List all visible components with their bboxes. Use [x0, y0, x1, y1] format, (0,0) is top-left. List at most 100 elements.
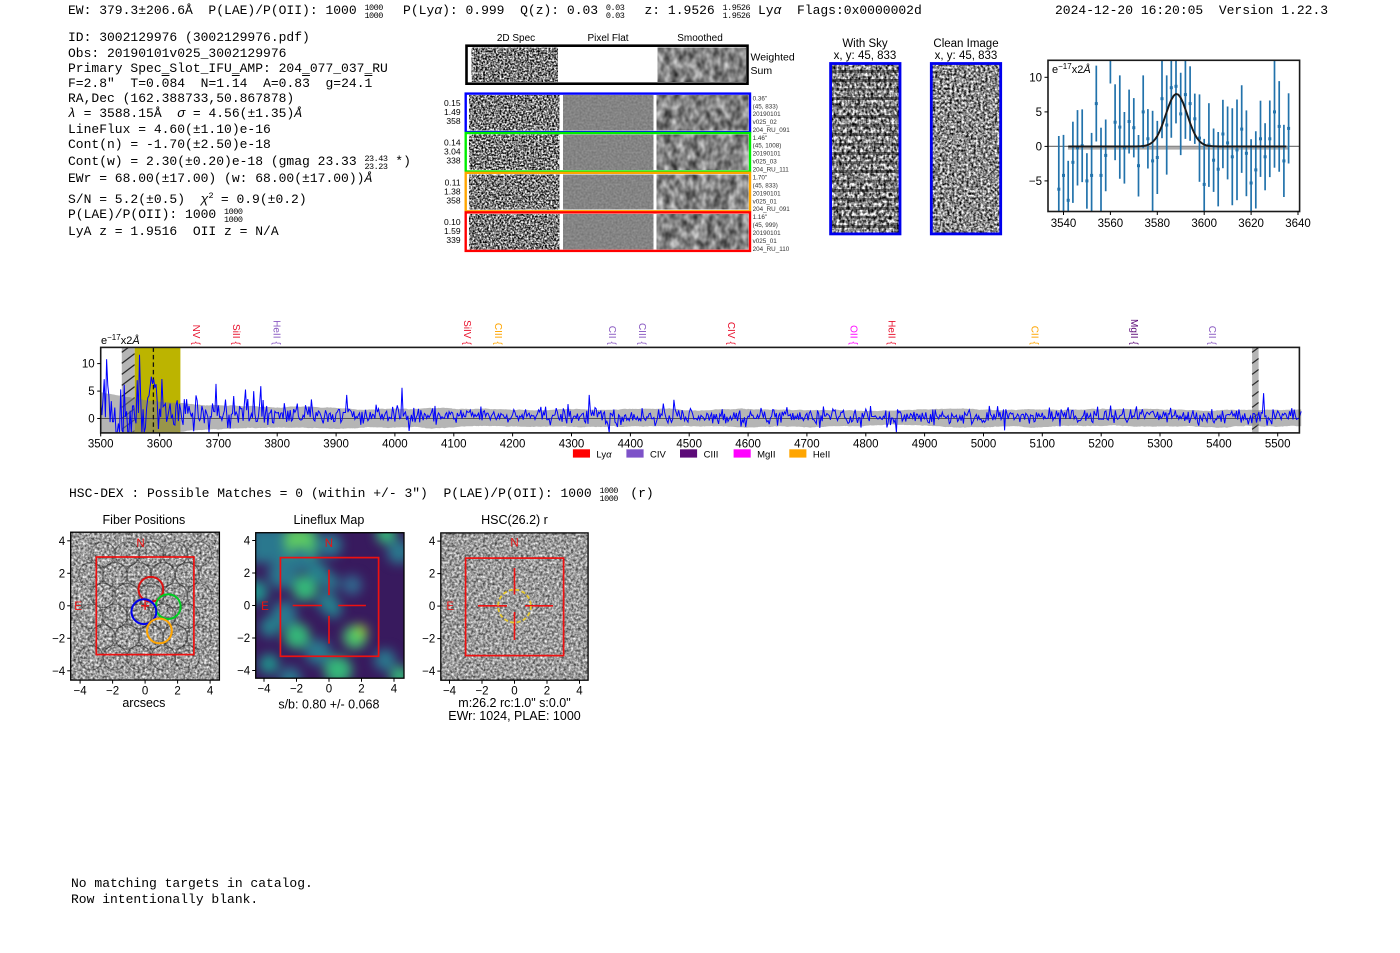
svg-text:3600: 3600 [1191, 218, 1217, 230]
svg-text:CII: CII [1206, 326, 1217, 339]
svg-text:(45, 833): (45, 833) [753, 183, 778, 190]
svg-text:1.49: 1.49 [444, 107, 461, 117]
svg-text:{: { [606, 342, 617, 346]
svg-text:{: { [271, 342, 282, 346]
svg-text:E: E [74, 601, 82, 613]
svg-text:s/b: 0.80 +/- 0.068: s/b: 0.80 +/- 0.068 [278, 698, 379, 712]
svg-text:2: 2 [544, 686, 550, 698]
svg-text:1.59: 1.59 [444, 226, 461, 236]
svg-text:339: 339 [446, 235, 460, 245]
svg-text:CII: CII [606, 326, 617, 339]
svg-text:{: { [1206, 342, 1217, 346]
svg-text:4: 4 [207, 686, 214, 698]
svg-text:EWr: 1024, PLAE: 1000: EWr: 1024, PLAE: 1000 [448, 709, 581, 723]
svg-text:CIV: CIV [650, 450, 667, 461]
svg-text:20190101: 20190101 [753, 190, 782, 197]
svg-text:2: 2 [244, 568, 250, 580]
svg-text:CIV: CIV [725, 322, 736, 339]
svg-text:4: 4 [244, 536, 251, 548]
svg-text:4000: 4000 [382, 438, 408, 450]
svg-text:CII: CII [1029, 326, 1040, 339]
svg-text:2: 2 [174, 686, 180, 698]
svg-text:4100: 4100 [441, 438, 467, 450]
svg-text:−5: −5 [1029, 176, 1042, 188]
svg-text:Lyα: Lyα [596, 450, 612, 461]
svg-text:4300: 4300 [559, 438, 585, 450]
svg-text:204_RU_111: 204_RU_111 [753, 166, 790, 173]
svg-text:−4: −4 [237, 666, 251, 678]
svg-text:0: 0 [59, 601, 65, 613]
svg-text:2: 2 [429, 569, 435, 581]
svg-text:−2: −2 [290, 684, 303, 696]
svg-text:−2: −2 [52, 633, 65, 645]
svg-text:3640: 3640 [1285, 218, 1311, 230]
svg-text:−4: −4 [257, 684, 271, 696]
svg-text:{: { [725, 342, 736, 346]
svg-text:358: 358 [446, 116, 460, 126]
svg-text:1.38: 1.38 [444, 186, 461, 196]
svg-text:Lineflux Map: Lineflux Map [293, 513, 364, 527]
svg-text:Fiber Positions: Fiber Positions [103, 513, 186, 527]
svg-text:v025_02: v025_02 [753, 119, 778, 126]
svg-text:−2: −2 [106, 686, 119, 698]
svg-text:3700: 3700 [206, 438, 232, 450]
svg-text:4: 4 [576, 686, 583, 698]
svg-text:0.36": 0.36" [753, 95, 768, 102]
svg-text:20190101: 20190101 [753, 111, 782, 118]
svg-text:v025_01: v025_01 [753, 238, 778, 245]
svg-text:(45, 833): (45, 833) [753, 103, 778, 110]
svg-text:{: { [1029, 342, 1040, 346]
svg-text:e−17x2Å: e−17x2Å [101, 333, 140, 347]
svg-text:4: 4 [391, 684, 398, 696]
svg-text:e−17x2Å: e−17x2Å [1052, 62, 1091, 76]
svg-text:SiIV: SiIV [461, 320, 472, 339]
svg-text:2D Spec: 2D Spec [497, 33, 535, 44]
svg-text:Weighted: Weighted [751, 52, 795, 64]
svg-text:0: 0 [326, 684, 332, 696]
svg-text:−4: −4 [422, 666, 436, 678]
svg-text:4900: 4900 [912, 438, 938, 450]
svg-text:{: { [1128, 342, 1139, 346]
svg-text:204_RU_110: 204_RU_110 [753, 246, 790, 253]
svg-text:SiII: SiII [230, 324, 241, 338]
svg-text:5300: 5300 [1147, 438, 1173, 450]
svg-text:E: E [446, 601, 454, 613]
svg-text:{: { [847, 342, 858, 346]
svg-text:0.15: 0.15 [444, 98, 461, 108]
svg-text:5: 5 [88, 386, 94, 398]
svg-text:Sum: Sum [751, 65, 773, 77]
svg-text:20190101: 20190101 [753, 151, 782, 158]
svg-text:arcsecs: arcsecs [122, 696, 165, 710]
svg-text:3560: 3560 [1098, 218, 1124, 230]
svg-text:v025_01: v025_01 [753, 198, 778, 205]
svg-text:{: { [461, 342, 472, 346]
svg-text:4800: 4800 [853, 438, 879, 450]
svg-text:{: { [636, 342, 647, 346]
svg-text:3540: 3540 [1051, 218, 1077, 230]
svg-text:5500: 5500 [1265, 438, 1291, 450]
svg-text:{: { [190, 342, 201, 346]
svg-text:With Sky: With Sky [842, 38, 888, 50]
svg-text:CIII: CIII [704, 450, 719, 461]
svg-text:4700: 4700 [794, 438, 820, 450]
svg-text:E: E [261, 601, 269, 613]
svg-text:x, y: 45, 833: x, y: 45, 833 [834, 50, 897, 62]
svg-text:3620: 3620 [1238, 218, 1264, 230]
svg-text:N: N [136, 538, 144, 550]
svg-text:4: 4 [59, 536, 66, 548]
svg-text:x, y: 45, 833: x, y: 45, 833 [935, 50, 998, 62]
svg-text:Smoothed: Smoothed [677, 33, 723, 44]
svg-text:5100: 5100 [1030, 438, 1056, 450]
svg-text:N: N [325, 538, 333, 550]
svg-text:−2: −2 [475, 686, 488, 698]
svg-text:204_RU_091: 204_RU_091 [753, 206, 791, 213]
svg-text:3600: 3600 [147, 438, 173, 450]
svg-text:(45, 1008): (45, 1008) [753, 143, 782, 150]
svg-text:−4: −4 [74, 686, 88, 698]
svg-text:HSC(26.2) r: HSC(26.2) r [481, 513, 548, 527]
svg-text:5000: 5000 [971, 438, 997, 450]
svg-text:0: 0 [511, 686, 517, 698]
svg-text:5400: 5400 [1206, 438, 1232, 450]
svg-text:2: 2 [358, 684, 364, 696]
svg-text:MgII: MgII [1128, 319, 1139, 338]
